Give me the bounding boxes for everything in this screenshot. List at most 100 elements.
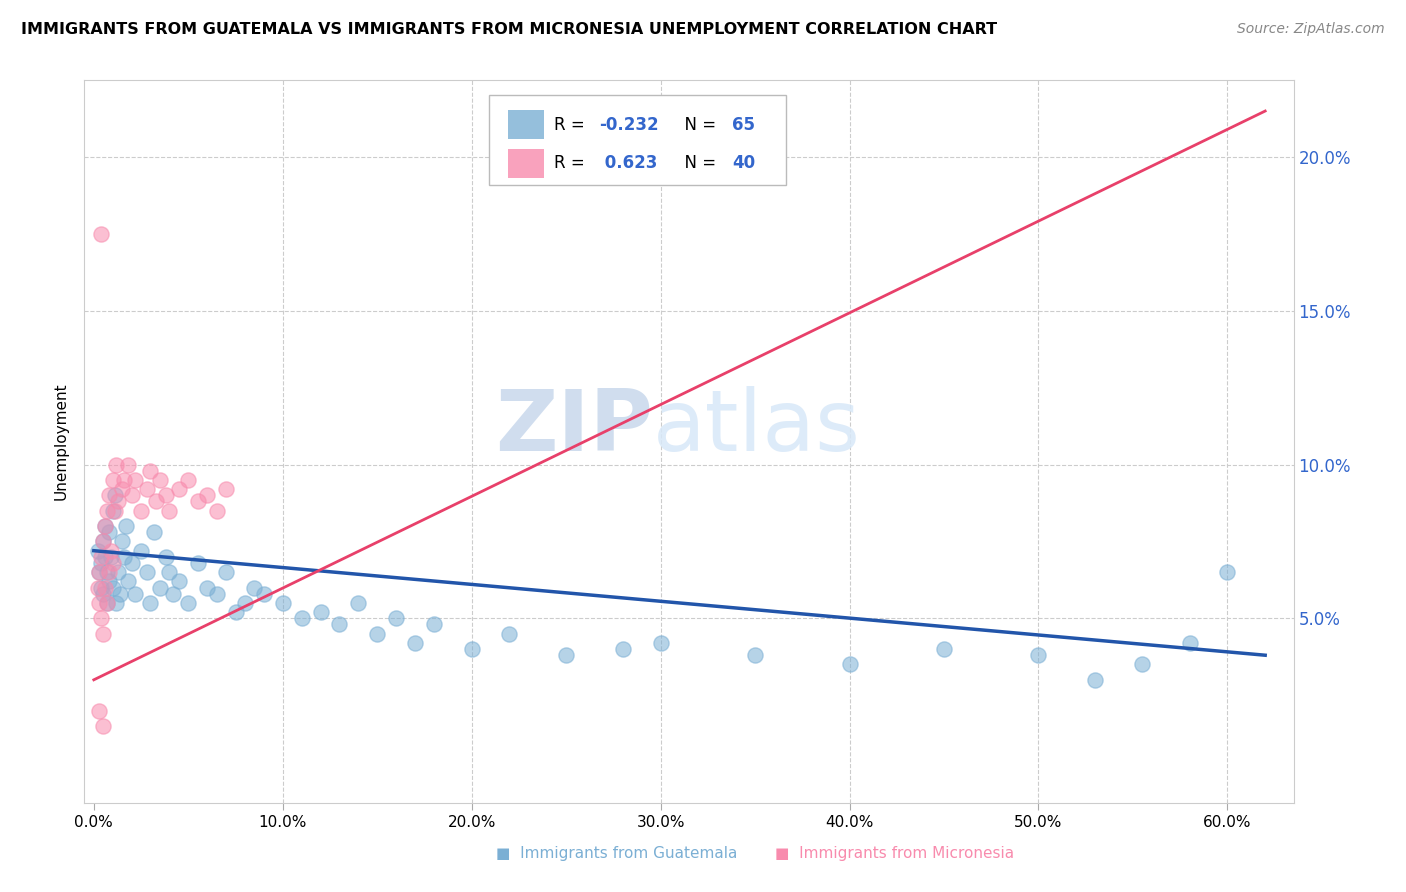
Point [104, 504, 127, 518]
Point [90, 611, 112, 625]
Point [149, 581, 172, 595]
Point [121, 556, 143, 570]
Point [97, 574, 120, 589]
Point [404, 636, 426, 650]
Point [107, 565, 129, 579]
Point [233, 596, 256, 610]
Point [121, 488, 143, 502]
Point [167, 574, 190, 589]
Point [105, 458, 128, 472]
Point [328, 617, 350, 632]
Point [101, 581, 124, 595]
Point [498, 626, 520, 640]
Point [96, 596, 118, 610]
Point [90, 556, 112, 570]
Point [105, 596, 128, 610]
Point [1028, 648, 1050, 663]
Point [89, 704, 111, 718]
Bar [508, 149, 544, 178]
Point [555, 648, 578, 663]
Point [86, 543, 108, 558]
Text: ZIP: ZIP [495, 385, 652, 468]
Point [96, 596, 118, 610]
Point [253, 587, 276, 601]
Point [101, 504, 124, 518]
Point [89, 565, 111, 579]
Point [225, 605, 247, 619]
Point [107, 494, 129, 508]
Text: N =: N = [675, 116, 721, 134]
Point [1216, 565, 1239, 579]
Text: ■  Immigrants from Guatemala: ■ Immigrants from Guatemala [496, 846, 737, 861]
Point [97, 525, 120, 540]
Point [347, 596, 370, 610]
Point [157, 565, 180, 579]
Point [112, 473, 135, 487]
Point [271, 596, 294, 610]
Point [101, 556, 124, 570]
Point [135, 565, 157, 579]
Y-axis label: Unemployment: Unemployment [53, 383, 69, 500]
Point [215, 565, 238, 579]
Point [177, 473, 200, 487]
Point [101, 473, 124, 487]
Point [90, 227, 112, 241]
Point [155, 549, 177, 564]
Point [129, 504, 152, 518]
FancyBboxPatch shape [489, 95, 786, 185]
Point [155, 488, 177, 502]
Point [215, 482, 238, 496]
Point [124, 473, 146, 487]
Point [650, 636, 672, 650]
Point [124, 587, 146, 601]
Point [162, 587, 184, 601]
Point [115, 519, 138, 533]
Point [612, 642, 634, 657]
Point [177, 596, 200, 610]
Point [112, 549, 135, 564]
Point [143, 525, 166, 540]
Point [149, 473, 172, 487]
Text: ■  Immigrants from Micronesia: ■ Immigrants from Micronesia [775, 846, 1014, 861]
Point [157, 504, 180, 518]
Point [117, 574, 139, 589]
Point [366, 626, 388, 640]
Point [94, 519, 117, 533]
Point [205, 504, 228, 518]
Point [932, 642, 955, 657]
Point [91, 587, 114, 601]
Text: 65: 65 [733, 116, 755, 134]
Point [744, 648, 766, 663]
Point [385, 611, 408, 625]
Point [90, 581, 112, 595]
Point [111, 534, 134, 549]
Point [111, 482, 134, 496]
Point [86, 581, 108, 595]
Point [110, 587, 132, 601]
Point [117, 458, 139, 472]
Point [1132, 657, 1154, 672]
Point [90, 549, 112, 564]
Point [309, 605, 332, 619]
Point [96, 565, 118, 579]
Point [167, 482, 190, 496]
Point [97, 565, 120, 579]
Text: 40: 40 [733, 154, 755, 172]
Point [139, 464, 162, 478]
Point [838, 657, 860, 672]
Point [187, 556, 209, 570]
Text: N =: N = [675, 154, 721, 172]
Point [97, 488, 120, 502]
Point [104, 488, 127, 502]
Text: Source: ZipAtlas.com: Source: ZipAtlas.com [1237, 22, 1385, 37]
Text: R =: R = [554, 154, 589, 172]
Bar [508, 111, 544, 139]
Point [139, 596, 162, 610]
Point [89, 596, 111, 610]
Point [195, 488, 218, 502]
Point [100, 549, 122, 564]
Point [91, 719, 114, 733]
Point [1084, 673, 1107, 687]
Text: -0.232: -0.232 [599, 116, 659, 134]
Point [135, 482, 157, 496]
